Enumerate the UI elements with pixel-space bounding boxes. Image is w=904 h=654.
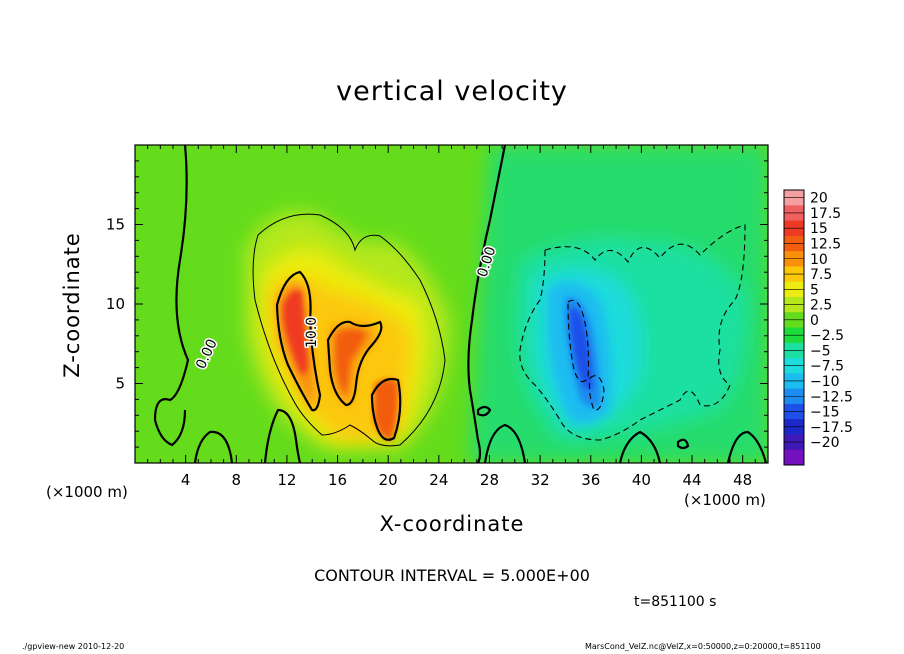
x-tick-label: 44 xyxy=(682,471,701,489)
x-unit-label: (×1000 m) xyxy=(46,483,128,501)
x-tick-label: 48 xyxy=(733,471,752,489)
y-axis: 5 10 15 xyxy=(106,160,768,448)
colorbar-label: 10 xyxy=(810,252,828,268)
contour-lines xyxy=(153,145,768,463)
x-tick-label: 24 xyxy=(429,471,448,489)
colorbar-label: 17.5 xyxy=(810,206,841,222)
x-tick-label: 12 xyxy=(277,471,296,489)
heatmap-field xyxy=(135,145,768,463)
colorbar-label: 7.5 xyxy=(810,267,832,283)
time-label: t=851100 s xyxy=(634,594,717,610)
colorbar-frame xyxy=(783,189,805,466)
y-tick-label: 15 xyxy=(106,216,125,234)
y-tick-label: 5 xyxy=(115,375,125,393)
x-axis-label: X-coordinate xyxy=(379,512,525,536)
negative-contours xyxy=(519,224,746,441)
x-tick-label: 28 xyxy=(480,471,499,489)
x-tick-label: 36 xyxy=(581,471,600,489)
colorbar-label: −2.5 xyxy=(810,328,844,344)
footer-left: ./gpview-new 2010-12-20 xyxy=(22,642,125,651)
colorbar-label: −10 xyxy=(810,374,840,390)
colorbar-label: 0 xyxy=(810,313,819,329)
x-unit-label: (×1000 m) xyxy=(684,491,766,509)
x-tick-label: 8 xyxy=(232,471,242,489)
colorbar-label: 2.5 xyxy=(810,298,832,314)
colorbar-label: −12.5 xyxy=(810,389,853,405)
colorbar-label: −17.5 xyxy=(810,420,853,436)
y-axis-label: Z-coordinate xyxy=(60,232,84,378)
x-tick-label: 4 xyxy=(181,471,191,489)
colorbar: 2017.51512.5107.552.50−2.5−5−7.5−10−12.5… xyxy=(783,189,853,466)
footer-right: MarsCond_VelZ.nc@VelZ,x=0:50000,z=0:2000… xyxy=(585,642,821,651)
y-tick-label: 10 xyxy=(106,295,125,313)
contour-label: 10.0 xyxy=(304,317,320,348)
x-tick-label: 32 xyxy=(531,471,550,489)
colorbar-label: 12.5 xyxy=(810,236,841,252)
colorbar-label: −5 xyxy=(810,343,831,359)
colorbar-label: 5 xyxy=(810,282,819,298)
x-tick-label: 20 xyxy=(379,471,398,489)
colorbar-label: 15 xyxy=(810,221,828,237)
x-axis: 4 8 12 16 20 24 28 32 36 40 44 48 xyxy=(147,145,756,489)
colorbar-label: 20 xyxy=(810,191,828,207)
colorbar-label: −7.5 xyxy=(810,359,844,375)
x-tick-label: 40 xyxy=(632,471,651,489)
contour-interval-note: CONTOUR INTERVAL = 5.000E+00 xyxy=(314,566,590,585)
colorbar-label: −20 xyxy=(810,435,840,451)
x-tick-label: 16 xyxy=(328,471,347,489)
colorbar-swatch xyxy=(784,449,804,466)
chart-title: vertical velocity xyxy=(336,76,568,107)
colorbar-label: −15 xyxy=(810,405,840,421)
